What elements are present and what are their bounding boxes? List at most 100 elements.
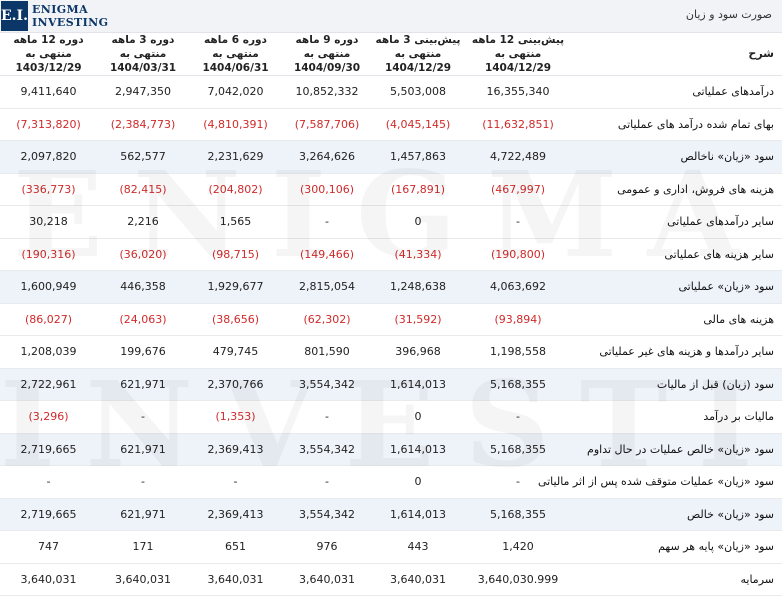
table-cell: 0 [372, 465, 464, 499]
table-cell: 3,640,030.999 [464, 563, 572, 596]
column-header-title: دوره 9 ماهه منتهی به [295, 34, 359, 60]
table-cell: 2,369,413 [189, 433, 282, 466]
label-column-header: شرح [572, 33, 782, 76]
table-cell: - [97, 465, 189, 499]
table-cell: 2,369,413 [189, 498, 282, 531]
row-label: سود «زیان» خالص [572, 498, 782, 531]
table-cell: 2,370,766 [189, 368, 282, 401]
table-row: 9,411,640 2,947,350 7,042,020 10,852,332 5,5… [0, 75, 782, 109]
column-header: پیش‌بینی 12 ماهه منتهی به 1404/12/29 [464, 33, 572, 76]
table-cell: 621,971 [97, 433, 189, 466]
table-cell: 3,554,342 [282, 498, 372, 531]
logo-wordmark: ENIGMA INVESTING [32, 3, 108, 29]
row-label: سود «زیان» پایه هر سهم [572, 530, 782, 564]
table-cell: 1,600,949 [0, 270, 97, 304]
table-cell: 1,420 [464, 530, 572, 564]
column-header: دوره 6 ماهه منتهی به 1404/06/31 [189, 33, 282, 76]
table-cell: 4,063,692 [464, 270, 572, 304]
table-cell: 446,358 [97, 270, 189, 304]
table-cell: 5,168,355 [464, 433, 572, 466]
table-cell: (1,353) [189, 400, 282, 434]
table-cell: 7,042,020 [189, 75, 282, 109]
income-statement-table: دوره 12 ماهه منتهی به 1403/12/29 دوره 3 ما… [0, 33, 782, 596]
table-cell: (3,296) [0, 400, 97, 434]
column-header-title: دوره 6 ماهه منتهی به [204, 34, 267, 60]
column-header-title: پیش‌بینی 12 ماهه منتهی به [471, 34, 565, 60]
table-cell: 562,577 [97, 140, 189, 174]
table-cell: 1,614,013 [372, 368, 464, 401]
table-row: 1,600,949 446,358 1,929,677 2,815,054 1,248,… [0, 270, 782, 304]
table-cell: 621,971 [97, 368, 189, 401]
table-cell: 801,590 [282, 335, 372, 369]
column-header-title: دوره 3 ماهه منتهی به [111, 34, 175, 60]
table-cell: 30,218 [0, 205, 97, 239]
table-cell: 9,411,640 [0, 75, 97, 109]
table-cell: 1,208,039 [0, 335, 97, 369]
table-row: (190,316) (36,020) (98,715) (149,466) (41,33… [0, 238, 782, 271]
table-cell: 3,640,031 [0, 563, 97, 596]
table-cell: 171 [97, 530, 189, 564]
table-cell: 1,929,677 [189, 270, 282, 304]
table-cell: 5,503,008 [372, 75, 464, 109]
row-label: هزینه های مالی [572, 303, 782, 336]
table-row: 2,719,665 621,971 2,369,413 3,554,342 1,614,… [0, 498, 782, 531]
table-cell: (38,656) [189, 303, 282, 336]
column-header: دوره 12 ماهه منتهی به 1403/12/29 [0, 33, 97, 76]
table-cell: 4,722,489 [464, 140, 572, 174]
table-row: 2,722,961 621,971 2,370,766 3,554,342 1,614,… [0, 368, 782, 401]
row-label: سود «زیان» عملیاتی [572, 270, 782, 304]
table-row: (86,027) (24,063) (38,656) (62,302) (31,592)… [0, 303, 782, 336]
table-cell: 1,198,558 [464, 335, 572, 369]
table-cell: 5,168,355 [464, 368, 572, 401]
table-cell: (86,027) [0, 303, 97, 336]
table-cell: (93,894) [464, 303, 572, 336]
enigma-investing-logo: E.I. ENIGMA INVESTING [0, 0, 108, 32]
table-cell: - [464, 465, 572, 499]
top-bar: E.I. ENIGMA INVESTING صورت سود و زیان [0, 0, 782, 33]
table-cell: (31,592) [372, 303, 464, 336]
table-cell: (4,045,145) [372, 108, 464, 141]
table-cell: (36,020) [97, 238, 189, 271]
table-row: (336,773) (82,415) (204,802) (300,106) (167,… [0, 173, 782, 206]
table-cell: 3,640,031 [189, 563, 282, 596]
table-cell: 2,719,665 [0, 498, 97, 531]
table-cell: - [0, 465, 97, 499]
table-cell: 3,264,626 [282, 140, 372, 174]
table-row: 30,218 2,216 1,565-0- سایر درآمدهای عملیاتی [0, 205, 782, 239]
table-cell: 651 [189, 530, 282, 564]
logo-line-2: INVESTING [31, 16, 109, 29]
table-row: 2,719,665 621,971 2,369,413 3,554,342 1,614,… [0, 433, 782, 466]
table-cell: 0 [372, 400, 464, 434]
table-cell: (467,997) [464, 173, 572, 206]
table-cell: 0 [372, 205, 464, 239]
table-header-row: دوره 12 ماهه منتهی به 1403/12/29 دوره 3 ما… [0, 33, 782, 76]
page-title: صورت سود و زیان [685, 8, 772, 21]
table-cell: 199,676 [97, 335, 189, 369]
table-cell: 747 [0, 530, 97, 564]
column-header-title: دوره 12 ماهه منتهی به [13, 34, 84, 60]
table-cell: 16,355,340 [464, 75, 572, 109]
row-label: سود «زیان» عملیات متوقف شده پس از اثر ما… [538, 465, 782, 499]
table-cell: 2,231,629 [189, 140, 282, 174]
table-cell: (190,800) [464, 238, 572, 271]
table-cell: (300,106) [282, 173, 372, 206]
table-cell: 1,248,638 [372, 270, 464, 304]
table-cell: (7,313,820) [0, 108, 97, 141]
table-cell: (7,587,706) [282, 108, 372, 141]
table-cell: 2,097,820 [0, 140, 97, 174]
row-label: سرمایه [572, 563, 782, 596]
row-label: سایر درآمدهای عملیاتی [572, 205, 782, 239]
logo-line-1: ENIGMA [31, 3, 89, 16]
row-label: سود (زیان) قبل از مالیات [572, 368, 782, 401]
table-cell: 479,745 [189, 335, 282, 369]
table-cell: - [282, 205, 372, 239]
column-header: دوره 9 ماهه منتهی به 1404/09/30 [282, 33, 372, 76]
table-cell: - [464, 205, 572, 239]
table-cell: - [282, 400, 372, 434]
table-cell: 1,614,013 [372, 433, 464, 466]
column-header-title: پیش‌بینی 3 ماهه منتهی به [375, 34, 461, 60]
table-cell: 1,614,013 [372, 498, 464, 531]
row-label: مالیات بر درآمد [572, 400, 782, 434]
table-cell: - [464, 400, 572, 434]
table-cell: (4,810,391) [189, 108, 282, 141]
